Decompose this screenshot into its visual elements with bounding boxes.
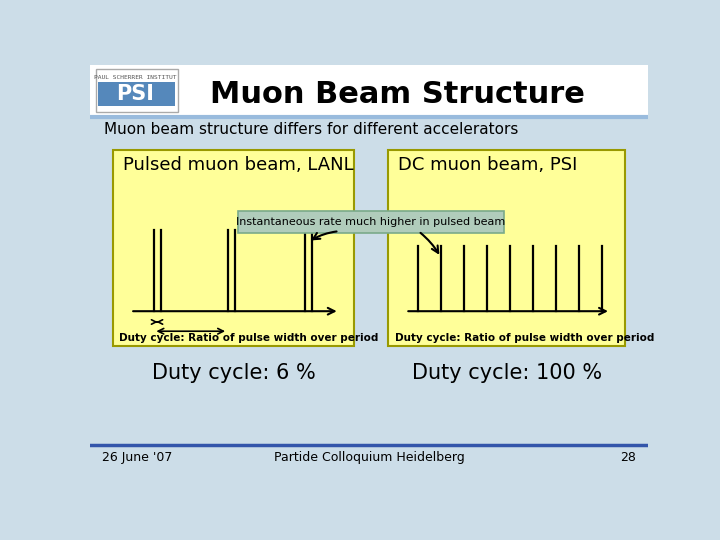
- FancyBboxPatch shape: [98, 82, 175, 106]
- Text: 26 June '07: 26 June '07: [102, 451, 172, 464]
- Text: Duty cycle: Ratio of pulse width over period: Duty cycle: Ratio of pulse width over pe…: [120, 333, 379, 343]
- Text: PAUL SCHERRER INSTITUT: PAUL SCHERRER INSTITUT: [94, 75, 176, 79]
- FancyBboxPatch shape: [388, 150, 625, 346]
- Text: Duty cycle: 100 %: Duty cycle: 100 %: [412, 363, 602, 383]
- Text: DC muon beam, PSI: DC muon beam, PSI: [397, 156, 577, 174]
- Text: Duty cycle: 6 %: Duty cycle: 6 %: [151, 363, 315, 383]
- Text: Pulsed muon beam, LANL: Pulsed muon beam, LANL: [122, 156, 354, 174]
- Text: Muon beam structure differs for different accelerators: Muon beam structure differs for differen…: [104, 122, 518, 137]
- Text: Muon Beam Structure: Muon Beam Structure: [210, 79, 585, 109]
- Text: Partide Colloquium Heidelberg: Partide Colloquium Heidelberg: [274, 451, 464, 464]
- FancyBboxPatch shape: [238, 211, 504, 233]
- FancyBboxPatch shape: [96, 70, 178, 112]
- Text: Instantaneous rate much higher in pulsed beam: Instantaneous rate much higher in pulsed…: [236, 217, 505, 227]
- Text: Duty cycle: Ratio of pulse width over period: Duty cycle: Ratio of pulse width over pe…: [395, 333, 654, 343]
- FancyBboxPatch shape: [90, 65, 648, 117]
- Text: 28: 28: [621, 451, 636, 464]
- FancyBboxPatch shape: [113, 150, 354, 346]
- Text: PSI: PSI: [116, 84, 154, 104]
